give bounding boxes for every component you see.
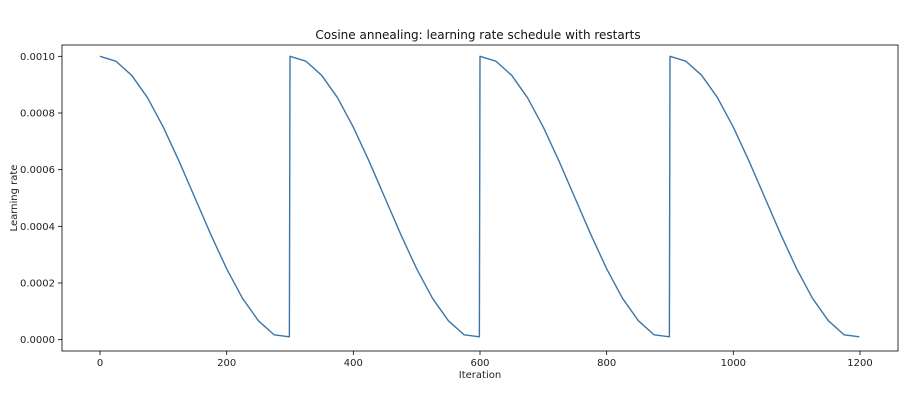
y-tick-label: 0.0002 [20,279,55,290]
x-tick-label: 0 [97,358,103,369]
chart-title: Cosine annealing: learning rate schedule… [315,28,640,42]
y-axis-label: Learning rate [9,165,20,232]
x-tick-label: 1200 [847,358,872,369]
y-tick-label: 0.0004 [20,222,55,233]
y-tick-label: 0.0006 [20,165,55,176]
x-tick-label: 200 [217,358,236,369]
x-tick-label: 1000 [721,358,746,369]
series-line-learning-rate [99,55,860,338]
y-tick-label: 0.0010 [20,52,55,63]
x-axis-ticks: 0 200 400 600 800 1000 1200 [97,351,873,369]
x-tick-label: 400 [344,358,363,369]
y-tick-label: 0.0000 [20,335,55,346]
y-axis-ticks: 0.0000 0.0002 0.0004 0.0006 0.0008 0.0010 [20,52,62,346]
x-tick-label: 800 [597,358,616,369]
x-tick-label: 600 [470,358,489,369]
y-tick-label: 0.0008 [20,109,55,120]
x-axis-label: Iteration [459,370,501,381]
